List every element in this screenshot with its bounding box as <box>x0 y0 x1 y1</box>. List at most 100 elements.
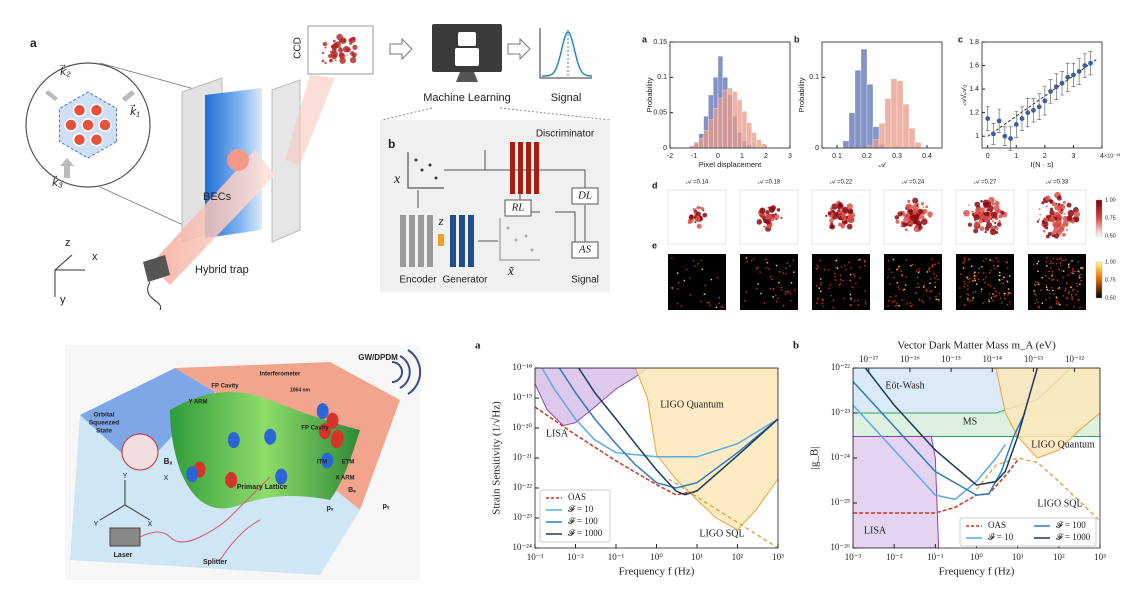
speckle <box>345 47 351 53</box>
speckle <box>967 300 969 302</box>
speckle <box>960 273 962 275</box>
y-tick-label: 10⁻²³ <box>513 512 532 522</box>
speckle <box>1037 260 1040 263</box>
speckle <box>975 275 977 277</box>
x-tick-label: 10³ <box>1094 552 1106 562</box>
speckle <box>850 304 852 306</box>
speckle <box>842 206 849 214</box>
speckle <box>321 51 325 55</box>
dot <box>514 238 518 242</box>
speckle <box>744 300 746 302</box>
illustration-label: Bₓ <box>164 457 173 466</box>
speckle <box>1001 278 1003 280</box>
speckle <box>894 215 900 220</box>
atom <box>225 472 238 489</box>
x-tick-label: 10⁻¹ <box>927 552 944 562</box>
speckle <box>772 288 775 290</box>
speckle <box>894 305 896 307</box>
math: AS <box>578 244 592 256</box>
encoder-layer <box>400 215 406 267</box>
point <box>991 131 996 137</box>
axis-letter: X <box>164 475 169 482</box>
speckle <box>864 303 867 305</box>
speckle <box>829 218 834 223</box>
series-line <box>578 368 778 496</box>
speckle <box>768 268 770 270</box>
speckle <box>1055 263 1058 265</box>
speckle <box>916 276 919 279</box>
wave-vector: k⃗₂ <box>59 64 71 78</box>
plot-frame <box>821 41 943 149</box>
speckle <box>1049 216 1056 223</box>
speckle <box>910 305 912 307</box>
speckle <box>1053 214 1056 217</box>
speckle <box>917 282 919 285</box>
speckle <box>775 264 778 267</box>
illustration-label: FP Cavity <box>301 426 329 432</box>
legend-label: 𝓕 = 1000 <box>1056 532 1091 542</box>
x-tick-label: -2 <box>667 153 673 160</box>
speckle <box>835 260 837 262</box>
x-tick-label: 1 <box>740 153 744 160</box>
y-axis-label: |g_B| <box>809 447 821 470</box>
speckle <box>1074 270 1076 273</box>
speckle <box>845 269 847 271</box>
speckle <box>896 305 898 307</box>
speckle <box>331 44 338 51</box>
speckle <box>963 257 966 259</box>
speckle <box>777 297 779 300</box>
speckle <box>1072 289 1074 291</box>
speckle <box>765 258 767 261</box>
speckle <box>837 202 843 208</box>
heatmap-e <box>812 254 870 310</box>
speckle <box>1038 305 1040 308</box>
colorbar-label: 1.00 <box>1105 197 1116 203</box>
y-tick-label: 10⁻¹⁹ <box>512 392 532 402</box>
speckle <box>920 218 928 226</box>
point <box>1059 80 1065 86</box>
speckle <box>990 217 993 220</box>
speckle <box>1065 229 1068 231</box>
x-tick-label: 0.2 <box>862 153 872 160</box>
speckle <box>926 271 929 273</box>
math: x̃ <box>507 263 515 278</box>
speckle <box>988 272 991 274</box>
speckle <box>1005 261 1007 263</box>
x-tick-label: 10⁰ <box>970 552 983 562</box>
heatmap-e <box>956 254 1014 310</box>
speckle <box>994 295 996 297</box>
discriminator-layer <box>510 142 515 194</box>
speckle <box>1060 257 1062 259</box>
speckle <box>1045 286 1048 289</box>
speckle <box>1049 210 1055 216</box>
legend-label: OAS <box>568 492 586 502</box>
speckle <box>962 262 964 264</box>
speckle <box>1065 282 1068 285</box>
histogram-bar <box>860 48 868 149</box>
speckle <box>922 206 925 208</box>
gw-waves <box>391 349 422 395</box>
region-label: MS <box>963 416 977 427</box>
speckle <box>979 226 985 231</box>
speckle <box>765 207 767 208</box>
speckle <box>984 226 990 231</box>
speckle <box>962 267 965 269</box>
lattice-site <box>72 132 87 147</box>
speckle <box>349 56 357 64</box>
speckle <box>840 213 846 219</box>
y-tick-label: 0 <box>663 145 667 152</box>
speckle <box>898 288 901 290</box>
speckle <box>338 52 346 60</box>
x2-axis-label: Vector Dark Matter Mass m_A (eV) <box>897 340 1056 352</box>
speckle <box>864 264 866 267</box>
speckle <box>990 297 993 299</box>
speckle <box>971 210 974 213</box>
atom <box>326 412 339 429</box>
speckle <box>1051 270 1054 273</box>
speckle <box>972 297 974 299</box>
math: DL <box>577 190 592 202</box>
speckle <box>970 265 973 267</box>
speckle <box>1071 295 1073 298</box>
speckle <box>782 272 784 274</box>
speckle <box>975 283 978 285</box>
